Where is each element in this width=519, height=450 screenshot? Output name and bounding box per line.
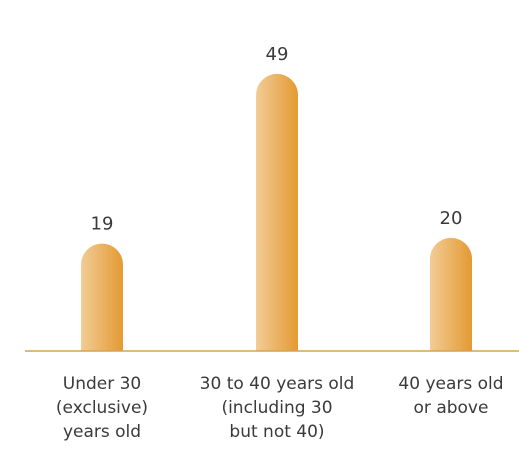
category-label-line: (exclusive) xyxy=(56,398,148,418)
category-label-line: (including 30 xyxy=(221,398,332,418)
category-label-3: 40 years old or above xyxy=(398,374,503,418)
value-label-2: 49 xyxy=(266,44,289,65)
bars-layer xyxy=(81,73,472,351)
category-label-1: Under 30 (exclusive) years old xyxy=(56,374,148,442)
category-label-2: 30 to 40 years old (including 30 but not 4… xyxy=(200,374,355,442)
category-label-line: 30 to 40 years old xyxy=(200,374,355,394)
bar-3 xyxy=(430,237,472,351)
value-labels-layer: 19 49 20 xyxy=(91,44,463,235)
value-label-1: 19 xyxy=(91,214,114,235)
bar-2 xyxy=(256,73,298,351)
category-label-line: Under 30 xyxy=(63,374,142,394)
category-label-line: or above xyxy=(414,398,489,418)
category-label-line: but not 40) xyxy=(229,422,324,442)
bar-1 xyxy=(81,243,123,351)
category-labels-layer: Under 30 (exclusive) years old 30 to 40 yea… xyxy=(56,374,504,442)
category-label-line: years old xyxy=(63,422,141,442)
value-label-3: 20 xyxy=(440,208,463,229)
category-label-line: 40 years old xyxy=(398,374,503,394)
